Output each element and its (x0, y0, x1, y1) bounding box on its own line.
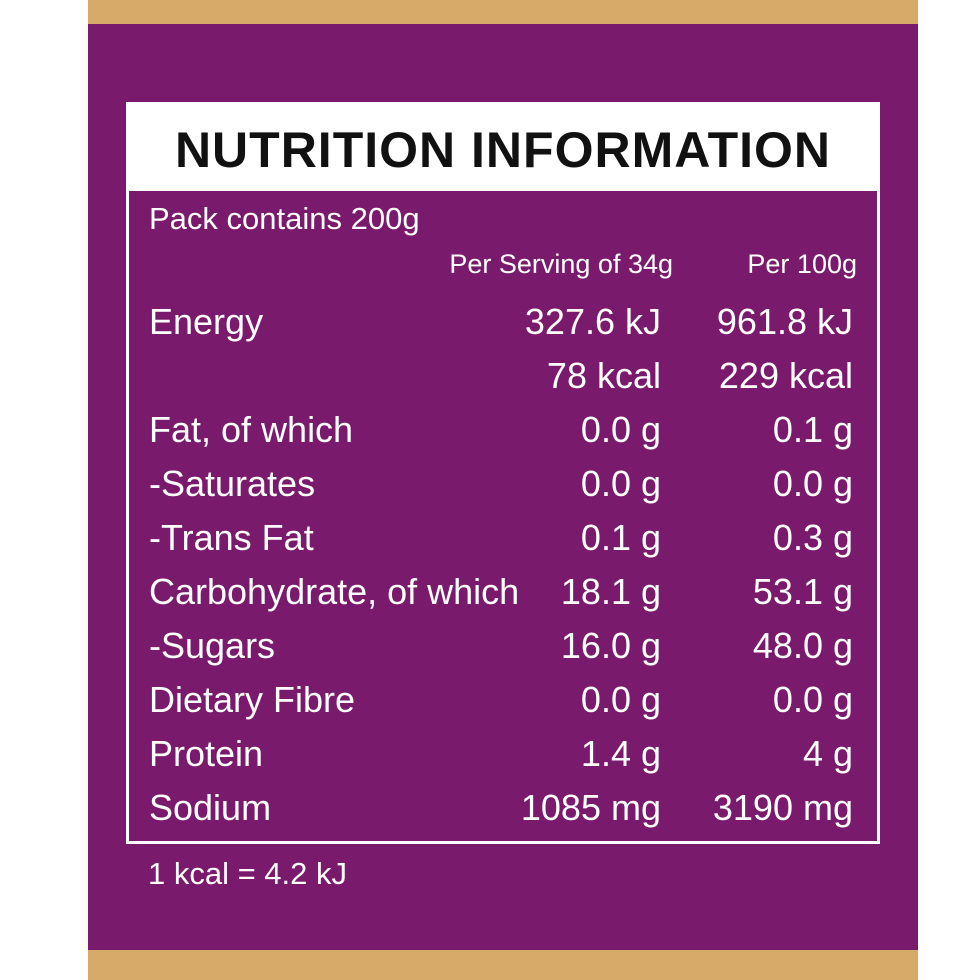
per-serving: 327.6 kJ (524, 301, 661, 342)
per-serving: 0.0 g (580, 409, 661, 450)
title: NUTRITION INFORMATION (174, 122, 832, 178)
row-label: Fat, of which (149, 409, 354, 450)
per-100g: 0.1 g (772, 409, 853, 450)
per-serving: 0.0 g (580, 679, 661, 720)
per-serving: 16.0 g (560, 625, 661, 666)
per-100g: 0.0 g (772, 463, 853, 504)
per-100g: 53.1 g (752, 571, 853, 612)
per-100g: 48.0 g (752, 625, 853, 666)
per-serving: 0.0 g (580, 463, 661, 504)
per-100g: 4 g (802, 733, 853, 774)
row-label: -Trans Fat (149, 517, 314, 558)
per-100g: 0.0 g (772, 679, 853, 720)
footnote: 1 kcal = 4.2 kJ (148, 856, 348, 891)
top-band (88, 0, 918, 24)
per-100g: 229 kcal (718, 355, 853, 396)
bottom-band (88, 950, 918, 980)
header-100g: Per 100g (747, 249, 857, 279)
row-label: Sodium (149, 787, 272, 828)
per-100g: 0.3 g (772, 517, 853, 558)
per-serving: 18.1 g (560, 571, 661, 612)
row-label: Dietary Fibre (149, 679, 356, 720)
per-100g: 3190 mg (712, 787, 853, 828)
row-label: -Sugars (149, 625, 276, 666)
pack-contains: Pack contains 200g (149, 201, 420, 236)
row-label: Protein (149, 733, 264, 774)
row-label: -Saturates (149, 463, 316, 504)
title-bar: NUTRITION INFORMATION (129, 105, 877, 191)
label-panel: NUTRITION INFORMATION Pack contains 200g… (88, 0, 918, 980)
row-label: Carbohydrate, of which (149, 571, 520, 612)
header-serving: Per Serving of 34g (449, 249, 673, 279)
per-serving: 1.4 g (580, 733, 661, 774)
row-label: Energy (149, 301, 264, 342)
per-serving: 0.1 g (580, 517, 661, 558)
per-serving: 1085 mg (520, 787, 661, 828)
nutrition-box: NUTRITION INFORMATION Pack contains 200g… (126, 102, 880, 844)
per-100g: 961.8 kJ (716, 301, 853, 342)
per-serving: 78 kcal (546, 355, 661, 396)
